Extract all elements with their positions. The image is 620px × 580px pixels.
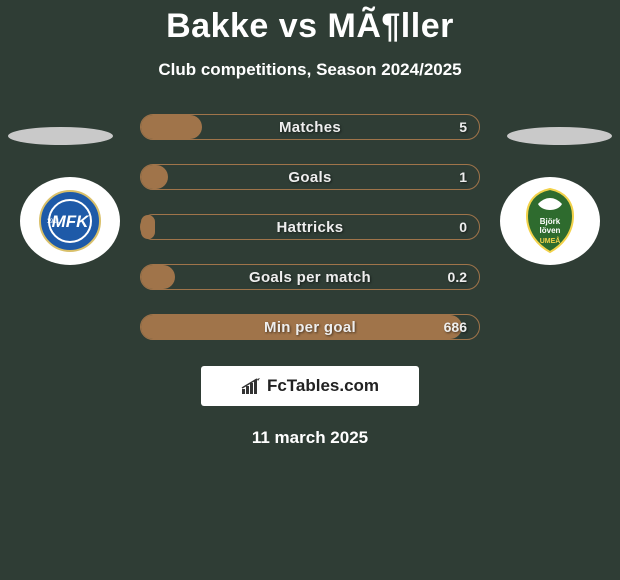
stat-value: 686: [444, 319, 467, 335]
page-subtitle: Club competitions, Season 2024/2025: [158, 60, 461, 80]
club-crest-icon: Björk löven UMEÅ: [513, 184, 587, 258]
svg-text:Björk: Björk: [540, 217, 561, 226]
stat-row-hattricks: Hattricks 0: [140, 214, 480, 240]
stat-label: Min per goal: [264, 319, 356, 336]
stat-row-min-per-goal: Min per goal 686: [140, 314, 480, 340]
bar-chart-icon: [241, 377, 263, 395]
stat-label: Matches: [279, 119, 341, 136]
stat-label: Goals per match: [249, 269, 371, 286]
stat-value: 1: [459, 169, 467, 185]
stat-row-matches: Matches 5: [140, 114, 480, 140]
svg-text:1911: 1911: [47, 219, 61, 225]
stat-fill: [141, 115, 202, 139]
stat-fill: [141, 265, 175, 289]
date-text: 11 march 2025: [252, 428, 368, 448]
stat-label: Goals: [288, 169, 331, 186]
club-logo-left: MFK 1911: [20, 177, 120, 265]
shadow-ellipse-left: [8, 127, 113, 145]
svg-text:löven: löven: [540, 226, 561, 235]
page-title: Bakke vs MÃ¶ller: [166, 7, 454, 46]
svg-text:UMEÅ: UMEÅ: [540, 236, 561, 245]
stat-value: 0.2: [448, 269, 467, 285]
stat-label: Hattricks: [277, 219, 344, 236]
stat-row-goals: Goals 1: [140, 164, 480, 190]
stat-row-goals-per-match: Goals per match 0.2: [140, 264, 480, 290]
attribution-text: FcTables.com: [267, 376, 379, 396]
stat-value: 5: [459, 119, 467, 135]
stat-value: 0: [459, 219, 467, 235]
shadow-ellipse-right: [507, 127, 612, 145]
club-logo-right: Björk löven UMEÅ: [500, 177, 600, 265]
stat-fill: [141, 165, 168, 189]
attribution-link[interactable]: FcTables.com: [201, 366, 419, 406]
stat-fill: [141, 215, 155, 239]
stats-list: Matches 5 Goals 1 Hattricks 0 Goals per …: [140, 114, 480, 340]
club-crest-icon: MFK 1911: [35, 186, 105, 256]
